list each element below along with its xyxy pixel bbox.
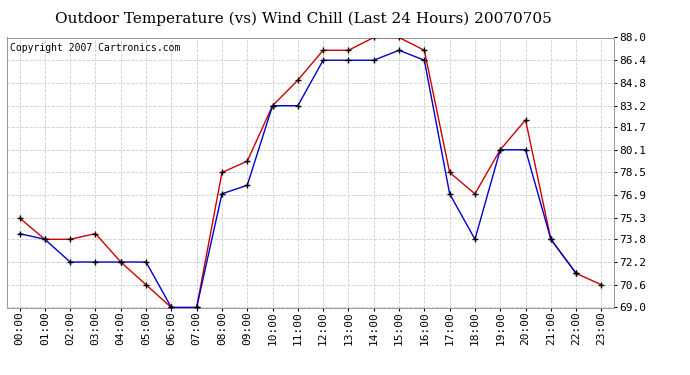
- Text: Outdoor Temperature (vs) Wind Chill (Last 24 Hours) 20070705: Outdoor Temperature (vs) Wind Chill (Las…: [55, 11, 552, 26]
- Text: Copyright 2007 Cartronics.com: Copyright 2007 Cartronics.com: [10, 43, 180, 53]
